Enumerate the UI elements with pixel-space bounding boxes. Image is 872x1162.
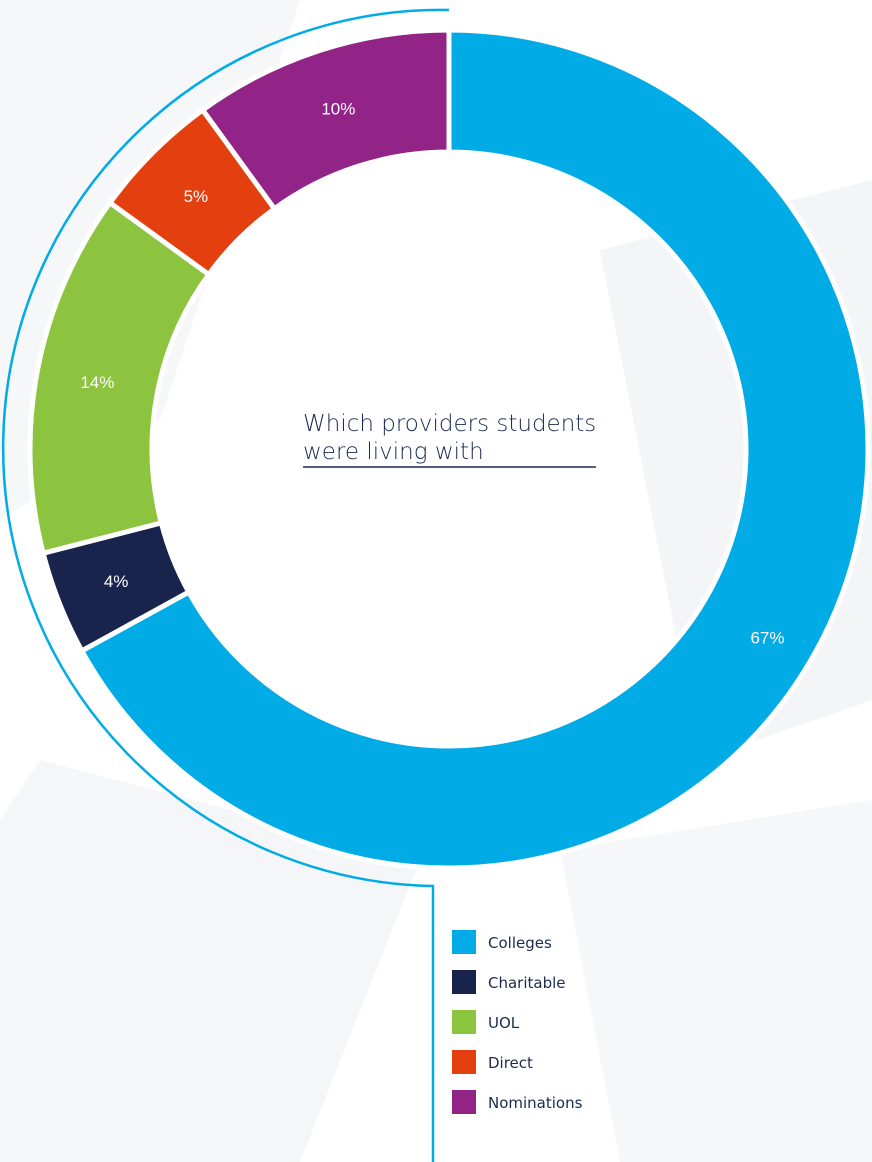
legend-swatch-colleges [452, 930, 476, 954]
callout-line [1, 8, 450, 1162]
slice-nominations [199, 27, 452, 213]
slice-label-charitable: 4% [104, 572, 129, 591]
chart-title-line-1: Which providers students [303, 411, 596, 437]
legend-label-nominations: Nominations [488, 1094, 583, 1112]
legend-label-direct: Direct [488, 1054, 533, 1072]
legend-item-charitable: Charitable [452, 970, 566, 994]
legend-item-nominations: Nominations [452, 1090, 583, 1114]
legend: Colleges Charitable UOL Direct Nominations [452, 930, 583, 1114]
donut-slices [27, 27, 871, 871]
chart-title-line-2: were living with [303, 439, 484, 465]
legend-swatch-nominations [452, 1090, 476, 1114]
legend-swatch-uol [452, 1010, 476, 1034]
legend-item-colleges: Colleges [452, 930, 552, 954]
slice-label-direct: 5% [184, 187, 209, 206]
chart-title: Which providers students were living wit… [303, 411, 596, 468]
legend-item-direct: Direct [452, 1050, 533, 1074]
legend-label-charitable: Charitable [488, 974, 566, 992]
slice-label-nominations: 10% [321, 100, 355, 119]
slice-labels: 67% 4% 14% 5% 10% [80, 100, 784, 648]
legend-swatch-direct [452, 1050, 476, 1074]
slice-colleges [78, 27, 871, 871]
legend-swatch-charitable [452, 970, 476, 994]
legend-label-colleges: Colleges [488, 934, 552, 952]
legend-item-uol: UOL [452, 1010, 520, 1034]
legend-label-uol: UOL [488, 1014, 520, 1032]
slice-label-uol: 14% [80, 373, 114, 392]
slice-label-colleges: 67% [750, 628, 784, 647]
